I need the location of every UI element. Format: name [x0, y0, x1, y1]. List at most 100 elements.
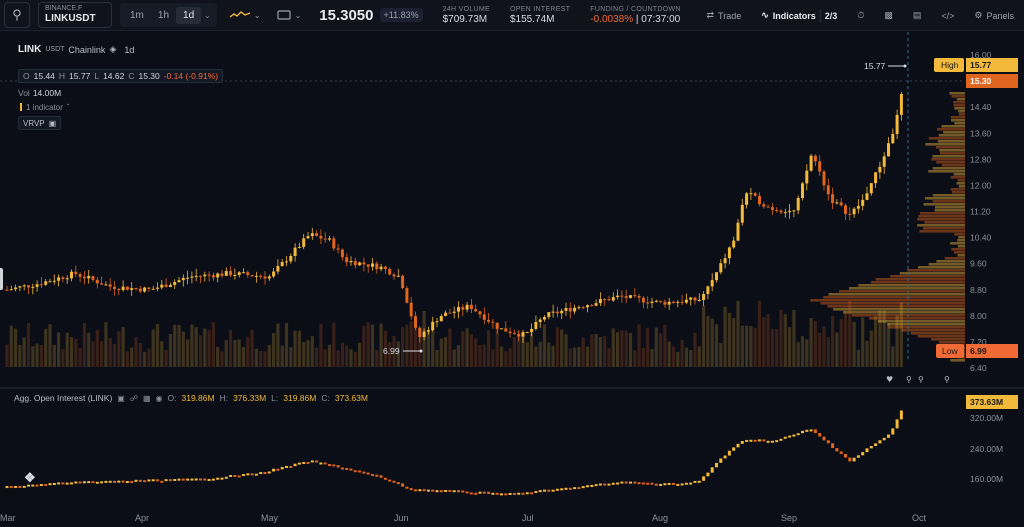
chart-type-button[interactable]: ⌄	[229, 10, 261, 20]
oi-low-key: L:	[271, 393, 279, 403]
pin-icon[interactable]: ⚲	[918, 375, 924, 384]
candle-body	[31, 286, 35, 288]
volume-bar	[491, 349, 495, 367]
oi-candle	[835, 448, 839, 452]
candle-body	[345, 257, 349, 263]
oi-candle	[259, 472, 263, 475]
candle-body	[788, 210, 792, 213]
candle-body	[500, 328, 503, 330]
volume-bar	[418, 329, 422, 367]
profile-bar	[931, 338, 965, 341]
low-value-bg	[966, 344, 1018, 358]
oi-candle	[48, 483, 52, 486]
time-axis[interactable]: Mar Apr May Jun Jul Aug Sep Oct	[0, 511, 1024, 527]
profile-bar	[951, 95, 965, 98]
candle-body	[233, 274, 237, 276]
volume-bar	[155, 324, 160, 367]
profile-bar	[939, 149, 965, 152]
candle-body	[899, 93, 903, 115]
embed-button[interactable]: </>	[931, 0, 964, 31]
profile-bar	[957, 239, 965, 242]
stat-value: $709.73M	[442, 13, 488, 25]
volume-bar	[284, 323, 289, 367]
profile-bar	[953, 173, 965, 176]
profile-bar	[932, 155, 965, 158]
oi-candle	[5, 486, 9, 489]
settings-icon[interactable]: ▣	[117, 393, 125, 403]
alarm-icon: ⏱	[857, 10, 865, 20]
panels-button[interactable]: ⚙ Panels	[964, 0, 1024, 31]
search-button[interactable]: ⚲	[4, 2, 30, 28]
volume-bar	[293, 330, 297, 367]
oi-candle	[736, 443, 740, 448]
indicator-toggle[interactable]: 1 indicator ˇ	[20, 101, 70, 113]
candle-body	[100, 283, 104, 285]
chevron-down-icon[interactable]: ⌄	[204, 10, 211, 20]
indicators-button[interactable]: ∿ Indicators 2/3	[751, 0, 847, 31]
candle-body	[861, 199, 865, 206]
logo-icon: ❖	[24, 470, 36, 485]
candle-body	[809, 155, 813, 171]
volume-bar	[465, 328, 469, 367]
volume-bar	[237, 339, 241, 367]
price-chart[interactable]: 16.0015.2014.4013.6012.8012.0011.2010.40…	[0, 32, 1024, 387]
eye-icon[interactable]: ◉	[155, 393, 163, 403]
pin-icon[interactable]: ⚲	[906, 375, 912, 384]
alert-button[interactable]: ⏱	[847, 0, 874, 31]
trade-button[interactable]: ⇄ Trade	[697, 0, 752, 31]
volume-bar	[512, 337, 516, 367]
volume-bar	[822, 326, 826, 367]
volume-bar	[581, 337, 585, 367]
volume-bar	[134, 337, 138, 367]
oi-candle	[267, 471, 271, 474]
candle-body	[168, 284, 172, 287]
volume-bar	[560, 329, 564, 367]
oi-candle	[663, 483, 667, 486]
pane-divider[interactable]	[0, 387, 1024, 389]
price-tick: 14.40	[970, 102, 992, 112]
candle-body	[108, 284, 112, 287]
open-interest-chart[interactable]: 320.00M 240.00M 160.00M 373.63M	[0, 389, 1024, 511]
news-button[interactable]: ▤	[903, 0, 932, 31]
volume-bar	[646, 327, 650, 367]
oi-candle	[315, 460, 319, 463]
drawer-handle[interactable]	[0, 268, 3, 290]
timeframe-1h[interactable]: 1h	[157, 9, 170, 21]
volume-bar	[310, 336, 314, 367]
timeframe-1m[interactable]: 1m	[130, 9, 144, 21]
layout-button[interactable]: ⌄	[276, 10, 301, 20]
volume-bar	[22, 337, 26, 367]
compare-button[interactable]: ▩	[874, 0, 903, 31]
oi-candle	[61, 482, 65, 485]
oi-candle	[9, 486, 13, 489]
volume-bar	[168, 333, 172, 367]
candle-body	[659, 300, 663, 302]
code-icon[interactable]: ☍	[129, 393, 138, 403]
volume-bar	[809, 318, 813, 367]
candle-body	[65, 278, 69, 280]
grid-icon[interactable]: ▦	[142, 393, 151, 403]
heart-icon[interactable]: ♥	[886, 375, 893, 384]
oi-candle	[826, 440, 830, 444]
vrvp-indicator[interactable]: VRVP ▣	[18, 116, 62, 130]
candle-body	[151, 288, 155, 290]
candle-body	[753, 193, 757, 196]
gear-icon: ⚙	[974, 10, 983, 20]
xaxis-label: Oct	[912, 513, 927, 523]
event-icons[interactable]: ♥ ⚲ ⚲ ⚲	[886, 375, 950, 384]
candle-body	[259, 275, 263, 277]
candle-body	[435, 321, 439, 323]
profile-bar	[957, 245, 965, 248]
candle-body	[457, 307, 460, 312]
oi-candle	[186, 478, 190, 481]
candle-body	[663, 301, 667, 305]
symbol-selector[interactable]: BINANCE.F LINKUSDT	[38, 2, 112, 28]
settings-icon[interactable]: ▣	[48, 118, 57, 128]
candle-body	[117, 289, 121, 291]
pin-icon[interactable]: ⚲	[944, 375, 950, 384]
candle-body	[693, 297, 697, 301]
timeframe-1d[interactable]: 1d	[176, 6, 202, 24]
volume-bar	[211, 322, 215, 367]
volume-bar	[663, 324, 667, 367]
oi-candle	[844, 453, 847, 458]
